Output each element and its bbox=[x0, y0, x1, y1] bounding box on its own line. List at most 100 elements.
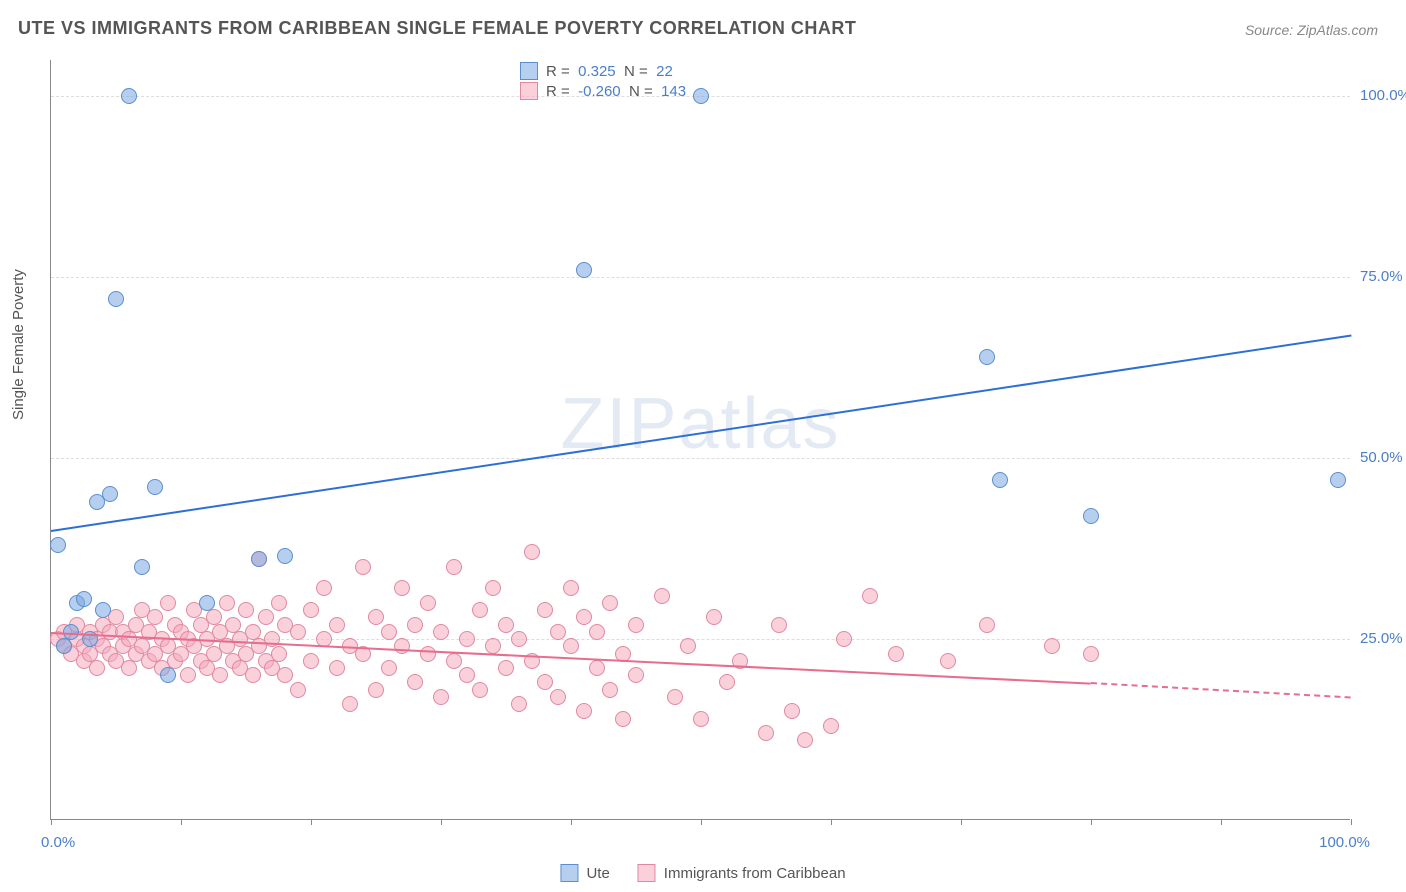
point-caribbean bbox=[862, 588, 878, 604]
point-ute bbox=[160, 667, 176, 683]
point-caribbean bbox=[758, 725, 774, 741]
point-caribbean bbox=[329, 660, 345, 676]
point-caribbean bbox=[290, 682, 306, 698]
point-caribbean bbox=[602, 682, 618, 698]
point-caribbean bbox=[342, 696, 358, 712]
point-ute bbox=[121, 88, 137, 104]
legend-label: Ute bbox=[586, 865, 609, 882]
point-caribbean bbox=[271, 595, 287, 611]
point-ute bbox=[992, 472, 1008, 488]
point-caribbean bbox=[771, 617, 787, 633]
ytick-label: 100.0% bbox=[1360, 87, 1406, 104]
gridline bbox=[51, 458, 1350, 459]
point-caribbean bbox=[446, 653, 462, 669]
bottom-legend-item: Immigrants from Caribbean bbox=[638, 864, 846, 882]
xtick bbox=[831, 819, 832, 825]
xtick bbox=[1091, 819, 1092, 825]
plot-area: ZIPatlas 25.0%50.0%75.0%100.0%0.0%100.0% bbox=[50, 60, 1350, 820]
point-caribbean bbox=[511, 631, 527, 647]
point-caribbean bbox=[706, 609, 722, 625]
point-ute bbox=[1330, 472, 1346, 488]
point-caribbean bbox=[121, 660, 137, 676]
trendline bbox=[51, 335, 1351, 532]
point-caribbean bbox=[628, 617, 644, 633]
point-caribbean bbox=[615, 711, 631, 727]
xtick bbox=[51, 819, 52, 825]
point-ute bbox=[147, 479, 163, 495]
point-caribbean bbox=[459, 631, 475, 647]
point-caribbean bbox=[667, 689, 683, 705]
point-caribbean bbox=[446, 559, 462, 575]
xtick bbox=[1221, 819, 1222, 825]
point-caribbean bbox=[472, 682, 488, 698]
ytick-label: 25.0% bbox=[1360, 630, 1406, 647]
xtick bbox=[571, 819, 572, 825]
point-caribbean bbox=[271, 646, 287, 662]
point-caribbean bbox=[420, 595, 436, 611]
point-ute bbox=[76, 591, 92, 607]
xtick-label-right: 100.0% bbox=[1319, 834, 1370, 851]
bottom-legend-item: Ute bbox=[560, 864, 609, 882]
point-caribbean bbox=[563, 580, 579, 596]
point-caribbean bbox=[550, 624, 566, 640]
legend-swatch bbox=[638, 864, 656, 882]
point-caribbean bbox=[797, 732, 813, 748]
stats-legend: R = 0.325 N = 22 R = -0.260 N = 143 bbox=[520, 62, 686, 102]
chart-container: UTE VS IMMIGRANTS FROM CARIBBEAN SINGLE … bbox=[0, 0, 1406, 892]
point-ute bbox=[251, 551, 267, 567]
legend-swatch bbox=[520, 62, 538, 80]
point-caribbean bbox=[433, 689, 449, 705]
point-caribbean bbox=[823, 718, 839, 734]
point-caribbean bbox=[316, 580, 332, 596]
point-ute bbox=[199, 595, 215, 611]
xtick bbox=[701, 819, 702, 825]
point-caribbean bbox=[433, 624, 449, 640]
chart-title: UTE VS IMMIGRANTS FROM CARIBBEAN SINGLE … bbox=[18, 18, 856, 39]
point-ute bbox=[95, 602, 111, 618]
point-caribbean bbox=[277, 667, 293, 683]
point-caribbean bbox=[836, 631, 852, 647]
point-caribbean bbox=[693, 711, 709, 727]
point-caribbean bbox=[602, 595, 618, 611]
xtick bbox=[1351, 819, 1352, 825]
xtick bbox=[441, 819, 442, 825]
ytick-label: 50.0% bbox=[1360, 449, 1406, 466]
point-caribbean bbox=[394, 580, 410, 596]
point-ute bbox=[102, 486, 118, 502]
point-caribbean bbox=[589, 624, 605, 640]
point-ute bbox=[56, 638, 72, 654]
point-caribbean bbox=[524, 544, 540, 560]
point-caribbean bbox=[498, 617, 514, 633]
point-caribbean bbox=[180, 667, 196, 683]
point-ute bbox=[108, 291, 124, 307]
point-caribbean bbox=[537, 602, 553, 618]
point-caribbean bbox=[550, 689, 566, 705]
point-caribbean bbox=[498, 660, 514, 676]
point-caribbean bbox=[258, 609, 274, 625]
xtick bbox=[181, 819, 182, 825]
point-caribbean bbox=[147, 609, 163, 625]
point-caribbean bbox=[355, 559, 371, 575]
point-caribbean bbox=[368, 682, 384, 698]
point-caribbean bbox=[219, 595, 235, 611]
point-caribbean bbox=[979, 617, 995, 633]
point-caribbean bbox=[589, 660, 605, 676]
bottom-legend: Ute Immigrants from Caribbean bbox=[560, 864, 845, 882]
stats-row: R = -0.260 N = 143 bbox=[520, 82, 686, 100]
source-label: Source: ZipAtlas.com bbox=[1245, 22, 1378, 38]
point-caribbean bbox=[303, 602, 319, 618]
legend-swatch bbox=[560, 864, 578, 882]
point-ute bbox=[979, 349, 995, 365]
point-caribbean bbox=[212, 667, 228, 683]
point-caribbean bbox=[485, 580, 501, 596]
point-caribbean bbox=[407, 674, 423, 690]
point-caribbean bbox=[381, 624, 397, 640]
point-caribbean bbox=[290, 624, 306, 640]
point-caribbean bbox=[888, 646, 904, 662]
point-ute bbox=[277, 548, 293, 564]
legend-label: Immigrants from Caribbean bbox=[664, 865, 846, 882]
stats-text: R = 0.325 N = 22 bbox=[546, 63, 673, 80]
point-ute bbox=[1083, 508, 1099, 524]
point-caribbean bbox=[1083, 646, 1099, 662]
point-caribbean bbox=[368, 609, 384, 625]
